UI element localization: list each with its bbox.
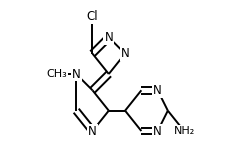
Text: N: N [72, 67, 81, 81]
Text: N: N [153, 124, 162, 137]
Text: N: N [104, 31, 113, 44]
Text: Cl: Cl [87, 11, 98, 24]
Text: CH₃: CH₃ [46, 69, 67, 79]
Text: N: N [153, 84, 162, 97]
Text: N: N [88, 124, 97, 137]
Text: N: N [121, 47, 129, 60]
Text: NH₂: NH₂ [174, 126, 195, 136]
